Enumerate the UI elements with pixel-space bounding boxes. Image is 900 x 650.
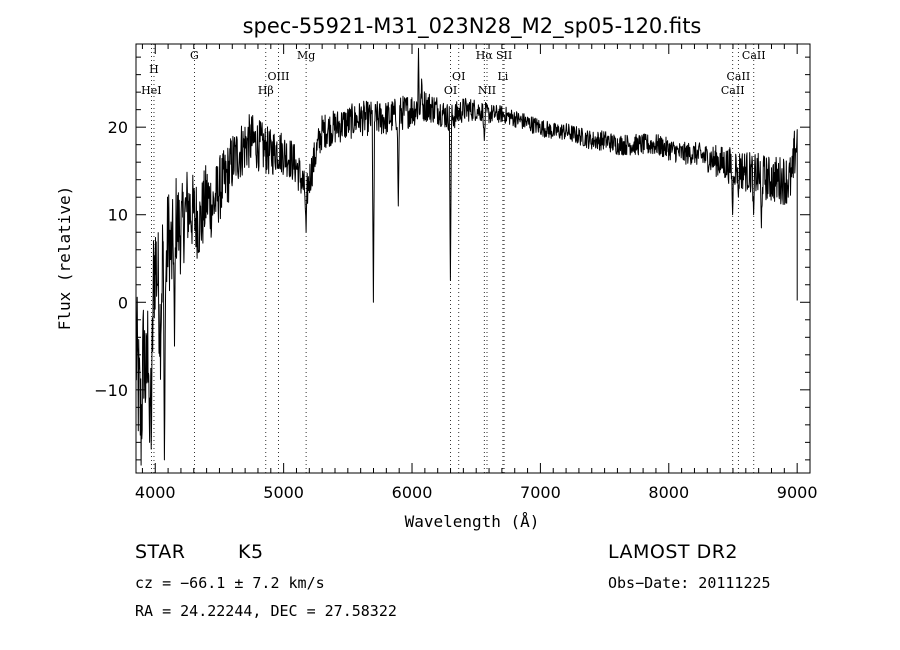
spectral-line-label: HeI (141, 84, 161, 97)
x-tick-label: 4000 (135, 483, 176, 502)
chart-title: spec-55921-M31_023N28_M2_sp05-120.fits (243, 14, 702, 39)
spectral-line-label: SII (496, 49, 512, 62)
spectral-line-label: H (149, 63, 159, 76)
y-tick-label: 0 (118, 293, 128, 312)
coordinates: RA = 24.22244, DEC = 27.58322 (135, 602, 397, 620)
plot-frame (135, 43, 811, 474)
survey-name: LAMOST DR2 (608, 541, 738, 563)
spectral-line-label: CaII (727, 70, 751, 83)
observation-date: Obs−Date: 20111225 (608, 574, 771, 592)
y-axis-label: Flux (relative) (55, 186, 74, 331)
x-tick-label: 8000 (648, 483, 689, 502)
spectral-line-label: Hα (476, 49, 494, 62)
spectrum-line (135, 47, 798, 466)
spectral-line-label: OIII (267, 70, 289, 83)
spectral-line-label: Hβ (258, 84, 274, 97)
spectral-line-label: Mg (297, 49, 315, 62)
spectral-line-label: OI (444, 84, 457, 97)
x-tick-label: 9000 (777, 483, 818, 502)
axis-ticks: 4000 5000 6000 7000 8000 9000 −10 0 10 20 (94, 44, 818, 502)
spectral-line-label: Li (497, 70, 508, 83)
x-tick-label: 7000 (520, 483, 561, 502)
spectral-line-label: CaII (742, 49, 766, 62)
object-class: STAR (135, 541, 186, 563)
x-axis-label: Wavelength (Å) (405, 512, 540, 531)
spectral-line-label: NII (478, 84, 496, 97)
spectral-line-label: OI (452, 70, 465, 83)
x-tick-label: 5000 (263, 483, 304, 502)
y-tick-label: 10 (108, 206, 128, 225)
y-tick-label: 20 (108, 118, 128, 137)
y-tick-label: −10 (94, 381, 128, 400)
x-tick-label: 6000 (392, 483, 433, 502)
spectral-line-label: G (190, 49, 199, 62)
spectral-line-label: CaII (721, 84, 745, 97)
spectral-subclass: K5 (238, 541, 264, 563)
redshift-velocity: cz = −66.1 ± 7.2 km/s (135, 574, 325, 592)
spectrum-chart: spec-55921-M31_023N28_M2_sp05-120.fits H… (55, 14, 818, 531)
